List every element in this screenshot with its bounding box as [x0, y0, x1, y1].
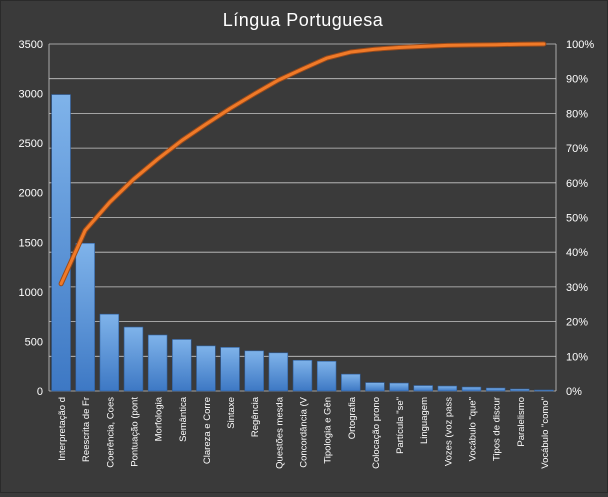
category-label: Vozes (voz pass — [443, 397, 454, 466]
chart-title: Língua Portuguesa — [223, 10, 384, 30]
category-labels: Interpretação d Reescrita de Fr Coerência,… — [57, 396, 551, 469]
right-tick-label: 60% — [566, 178, 588, 190]
category-label: Clareza e Corre — [202, 397, 213, 464]
right-tick-label: 80% — [566, 108, 588, 120]
category-label: Tipos de discur — [492, 397, 503, 461]
cumulative-line — [61, 44, 544, 284]
category-label: Semântica — [178, 396, 189, 442]
bar — [52, 95, 71, 391]
category-label: Concordância (V — [299, 396, 310, 467]
category-label: Linguagem — [419, 397, 430, 444]
right-tick-label: 10% — [566, 351, 588, 363]
right-tick-label: 20% — [566, 317, 588, 329]
category-label: Pontuação (pont — [130, 397, 141, 467]
bar — [462, 387, 481, 391]
right-tick-label: 90% — [566, 74, 588, 86]
category-label: Tipologia e Gên — [323, 397, 334, 464]
bar — [366, 383, 385, 391]
bar — [535, 390, 554, 391]
category-label: Coerência, Coes — [105, 397, 116, 468]
bar — [486, 388, 505, 391]
cumulative-line-path — [61, 44, 544, 284]
left-tick-label: 3500 — [19, 39, 43, 51]
category-label: Reescrita de Fr — [81, 397, 92, 462]
bar — [510, 389, 529, 391]
left-tick-label: 3000 — [19, 89, 43, 101]
left-tick-label: 0 — [37, 386, 43, 398]
left-tick-label: 500 — [25, 336, 43, 348]
bar — [293, 360, 312, 391]
right-tick-label: 100% — [566, 39, 594, 51]
right-tick-label: 30% — [566, 282, 588, 294]
category-label: Partícula "se" — [395, 397, 406, 454]
category-label: Colocação prono — [371, 397, 382, 469]
category-label: Questões mesda — [274, 396, 285, 469]
right-tick-label: 0% — [566, 386, 582, 398]
bar — [245, 351, 264, 391]
category-label: Morfologia — [154, 396, 165, 441]
left-tick-label: 1000 — [19, 287, 43, 299]
left-tick-label: 2500 — [19, 138, 43, 150]
bar — [124, 327, 143, 391]
bar — [100, 314, 119, 391]
bar — [269, 353, 288, 391]
bar — [317, 361, 336, 391]
right-tick-label: 50% — [566, 213, 588, 225]
bar — [76, 243, 95, 391]
bar — [148, 335, 167, 391]
bar — [414, 386, 433, 391]
bar — [438, 386, 457, 391]
bars — [52, 95, 554, 391]
category-label: Interpretação d — [57, 397, 68, 461]
category-label: Vocábulo "que" — [468, 397, 479, 461]
category-label: Paralelismo — [516, 397, 527, 447]
category-label: Regência — [250, 396, 261, 437]
bar — [197, 346, 216, 391]
cumulative-line-outline — [61, 44, 544, 284]
left-axis: 0 500 1000 1500 2000 2500 3000 3500 — [19, 39, 43, 398]
category-label: Sintaxe — [226, 397, 237, 429]
category-label: Vocábulo "como" — [540, 397, 551, 469]
category-label: Ortografia — [347, 396, 358, 439]
left-tick-label: 2000 — [19, 188, 43, 200]
bar — [221, 347, 240, 391]
bar — [390, 383, 409, 391]
right-axis: 0% 10% 20% 30% 40% 50% 60% 70% 80% 90% 100% — [566, 39, 594, 398]
right-tick-label: 40% — [566, 247, 588, 259]
left-tick-label: 1500 — [19, 237, 43, 249]
bar — [172, 339, 191, 391]
right-tick-label: 70% — [566, 143, 588, 155]
bar — [341, 374, 360, 391]
